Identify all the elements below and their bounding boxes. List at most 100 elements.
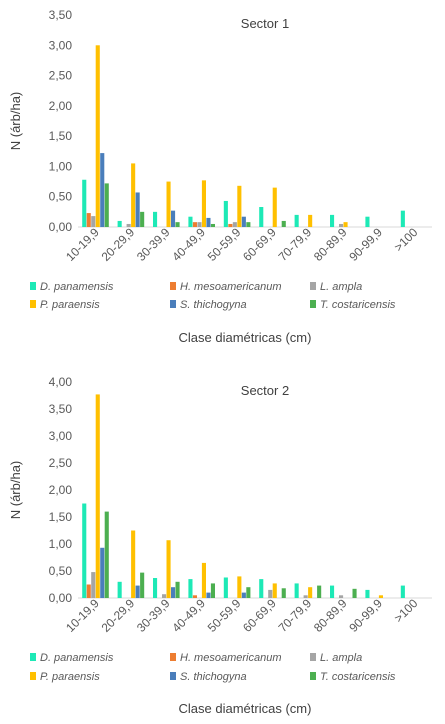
bar (162, 594, 167, 598)
legend-swatch (310, 672, 316, 680)
bar (237, 576, 242, 598)
x-tick-label: >100 (391, 596, 420, 625)
x-tick-label: 80-89,9 (311, 596, 350, 635)
bar (272, 583, 277, 598)
legend-label: D. panamensis (40, 652, 114, 664)
x-tick-label: 30-39,9 (134, 225, 173, 264)
y-tick-label: 0,50 (49, 190, 73, 204)
bar (91, 216, 96, 227)
x-tick-label: 60-69,9 (240, 225, 279, 264)
x-tick-label: 70-79,9 (276, 596, 315, 635)
bar (308, 587, 313, 598)
y-tick-label: 0,00 (49, 591, 73, 605)
bar (223, 577, 228, 598)
legend-swatch (170, 300, 176, 308)
bar (171, 210, 176, 227)
legend-label: L. ampla (320, 281, 362, 293)
bar (339, 595, 344, 598)
legend-label: L. ampla (320, 652, 362, 664)
bar (188, 579, 193, 598)
legend-swatch (30, 300, 36, 308)
bar (104, 183, 109, 227)
legend-label: S. thichogyna (180, 299, 247, 311)
x-tick-label: 60-69,9 (240, 596, 279, 635)
y-tick-label: 2,50 (49, 456, 73, 470)
bar (86, 213, 91, 227)
bar (241, 592, 246, 598)
bar (343, 222, 348, 227)
x-tick-label: 90-99,9 (346, 225, 385, 264)
bar (246, 222, 251, 227)
x-tick-label: 70-79,9 (276, 225, 315, 264)
y-tick-label: 2,00 (49, 483, 73, 497)
bar (365, 216, 370, 227)
bar (400, 585, 405, 598)
x-tick-label: 20-29,9 (99, 225, 138, 264)
bar (153, 211, 158, 227)
y-tick-label: 1,50 (49, 129, 73, 143)
bar (259, 579, 264, 598)
bar (100, 153, 105, 227)
bar (365, 589, 370, 598)
bar (126, 223, 131, 227)
bar (210, 223, 215, 227)
x-tick-label: 20-29,9 (99, 596, 138, 635)
y-tick-label: 3,50 (49, 402, 73, 416)
bar (131, 163, 136, 227)
x-tick-label: >100 (391, 225, 420, 254)
bar (201, 180, 206, 227)
y-tick-label: 0,50 (49, 564, 73, 578)
legend-swatch (170, 672, 176, 680)
y-tick-label: 1,00 (49, 159, 73, 173)
legend-label: P. paraensis (40, 299, 100, 311)
bar (82, 503, 87, 598)
bar (140, 211, 145, 227)
legend-label: T. costaricensis (320, 671, 396, 683)
bar (241, 216, 246, 227)
legend-swatch (310, 653, 316, 661)
bar (206, 217, 211, 227)
bar (175, 581, 180, 598)
bar (131, 530, 136, 598)
bar (210, 583, 215, 598)
bar (352, 588, 357, 598)
bar (259, 207, 264, 227)
bar (237, 185, 242, 227)
bar (294, 214, 299, 227)
bar (223, 200, 228, 227)
chart-sector-2: Sector 2 0,00 0,50 1,00 1,50 2,00 2,50 3,00 3,50… (0, 370, 445, 724)
legend-label: D. panamensis (40, 281, 114, 293)
bar (294, 583, 299, 598)
bar (117, 581, 122, 598)
y-tick-label: 1,50 (49, 510, 73, 524)
legend-label: H. mesoamericanum (180, 281, 281, 293)
chart-sector-1-svg: Sector 1 0,00 0,50 1,00 1,50 2,00 2,50 3,00 3,50… (8, 8, 432, 345)
legend-swatch (30, 282, 36, 290)
bar (317, 585, 322, 598)
x-tick-label: 50-59,9 (205, 596, 244, 635)
bar (166, 181, 171, 227)
bar (330, 214, 335, 227)
bar (201, 562, 206, 598)
legend-label: H. mesoamericanum (180, 652, 281, 664)
chart-title: Sector 1 (241, 16, 289, 31)
bar (378, 595, 383, 598)
x-tick-label: 40-49,9 (169, 225, 208, 264)
legend-label: P. paraensis (40, 671, 100, 683)
x-axis-title: Clase diamétricas (cm) (179, 330, 312, 345)
bar (104, 511, 109, 598)
bar (135, 192, 140, 227)
x-axis-title: Clase diamétricas (cm) (179, 701, 312, 716)
bar (153, 578, 158, 598)
y-tick-label: 0,00 (49, 220, 73, 234)
x-tick-label: 50-59,9 (205, 225, 244, 264)
bar (228, 223, 233, 227)
legend-label: S. thichogyna (180, 671, 247, 683)
bar (272, 187, 277, 227)
bar (166, 540, 171, 598)
y-tick-label: 4,00 (49, 375, 73, 389)
bar (95, 45, 100, 227)
legend-label: T. costaricensis (320, 299, 396, 311)
bar (86, 584, 91, 598)
chart-sector-2-svg: Sector 2 0,00 0,50 1,00 1,50 2,00 2,50 3,00 3,50… (8, 375, 432, 716)
